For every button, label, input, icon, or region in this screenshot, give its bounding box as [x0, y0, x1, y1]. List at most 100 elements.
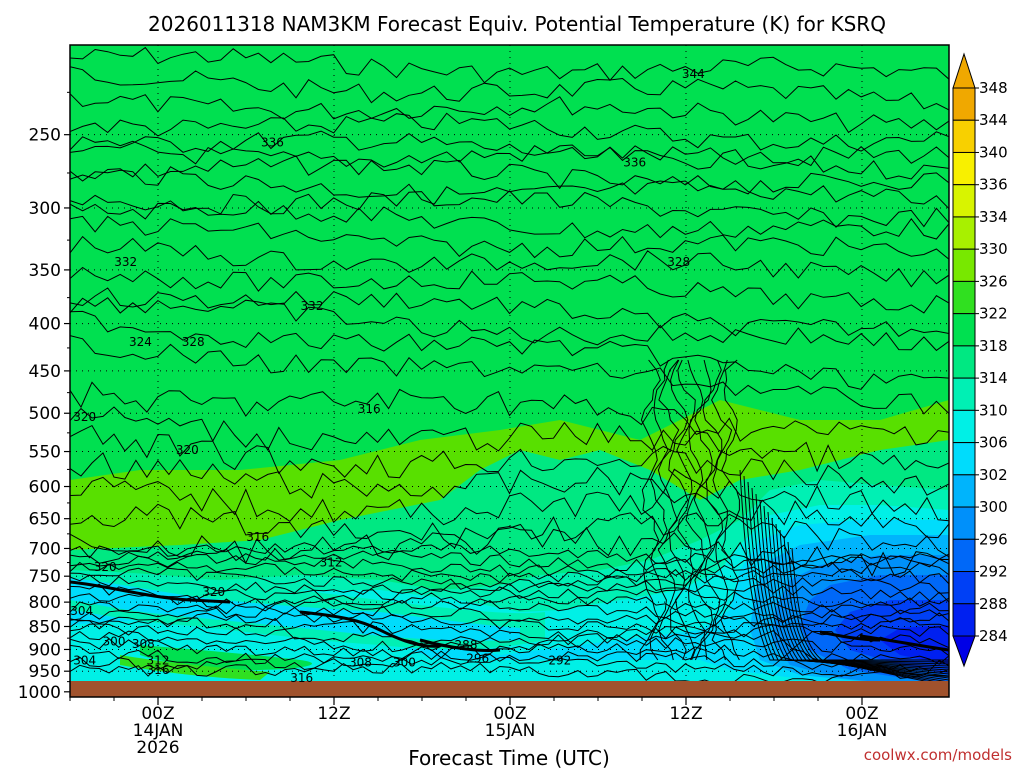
contour-line — [675, 359, 696, 661]
y-tick-label: 1000 — [18, 683, 61, 703]
contour-line — [739, 469, 949, 661]
contour-line — [70, 661, 949, 685]
contour-line — [763, 505, 949, 673]
contour-label: 312 — [147, 653, 170, 667]
contour-label: 344 — [682, 67, 705, 81]
contour-line — [70, 604, 949, 627]
colorbar-swatch — [952, 119, 976, 153]
colorbar-swatch — [952, 538, 976, 573]
colorbar-label: 292 — [979, 563, 1008, 581]
contour-line — [70, 130, 949, 170]
contour-label: 332 — [301, 299, 324, 313]
x-axis-label: Forecast Time (UTC) — [408, 746, 610, 768]
contour-label: 308 — [349, 656, 372, 670]
contour-label: 316 — [147, 663, 170, 677]
y-tick-label: 750 — [29, 567, 61, 587]
contour-line — [70, 503, 949, 558]
plot-area: 3363443363363323283323243243283203163203… — [0, 44, 950, 698]
contour-line — [70, 287, 949, 337]
contour-line — [70, 580, 231, 604]
contour-label: 300 — [103, 634, 126, 648]
x-tick-label: 00Z — [141, 704, 174, 724]
colorbar-label: 336 — [979, 176, 1008, 194]
contour-label: 304 — [70, 604, 93, 618]
contour-line — [767, 511, 949, 675]
contour-line — [819, 630, 881, 642]
contour-labels: 3363443363363323283323243243283203163203… — [0, 67, 705, 685]
colorbar-swatch — [952, 474, 976, 508]
x-tick-label: 00Z — [493, 704, 526, 724]
contour-lines — [70, 46, 949, 687]
contour-line — [859, 634, 949, 652]
colorbar-label: 306 — [979, 434, 1008, 452]
contour-line — [783, 535, 949, 683]
contour-label: 320 — [0, 658, 2, 672]
contour-line — [70, 200, 949, 240]
chart-title: 2026011318 NAM3KM Forecast Equiv. Potent… — [148, 12, 886, 36]
contour-line — [711, 359, 733, 661]
colorbar-swatch — [952, 603, 976, 637]
colorbar-label: 288 — [979, 595, 1008, 613]
colorbar-label: 310 — [979, 401, 1008, 419]
contour-line — [755, 493, 949, 669]
contour-label: 308 — [0, 594, 15, 608]
contour-label: 332 — [114, 255, 137, 269]
contour-label: 316 — [246, 530, 269, 544]
colorbar-label: 284 — [979, 627, 1008, 645]
contour-label: 328 — [667, 255, 690, 269]
y-tick-label: 850 — [29, 617, 61, 637]
contour-line — [70, 452, 949, 522]
x-tick-label: 16JAN — [837, 721, 888, 741]
field-band — [70, 578, 520, 641]
contour-label: 292 — [548, 653, 571, 667]
colorbar-label: 318 — [979, 337, 1008, 355]
contour-line — [70, 638, 949, 665]
y-tick-label: 500 — [29, 404, 61, 424]
field-band — [120, 655, 270, 680]
contour-line — [70, 46, 949, 84]
contour-label: 328 — [182, 335, 205, 349]
y-tick-label: 250 — [29, 126, 61, 146]
contour-line — [70, 574, 949, 603]
credit-text: coolwx.com/models — [864, 746, 1012, 764]
x-tick-label: 00Z — [845, 704, 878, 724]
colorbar-swatch — [952, 216, 976, 250]
colorbar-label: 330 — [979, 240, 1008, 258]
contour-label: 336 — [623, 156, 646, 170]
colorbar-bottom-arrow — [952, 635, 976, 668]
colorbar-swatch — [952, 442, 976, 476]
colorbar-top-arrow — [952, 52, 976, 89]
contour-line — [70, 166, 949, 210]
colorbar-swatch — [952, 506, 976, 540]
contour-line — [787, 541, 949, 685]
contour-line — [70, 66, 949, 111]
contour-label: 320 — [202, 585, 225, 599]
colorbar-swatch — [952, 377, 976, 411]
contour-line — [70, 381, 949, 446]
contour-line — [70, 424, 949, 496]
contour-line — [639, 359, 661, 661]
y-axis: 250 300 350 400 450 500 550 600 650 700 750 800 850 9… — [18, 91, 70, 703]
contour-line — [759, 499, 949, 671]
colorbar-label: 302 — [979, 466, 1008, 484]
contour-label: 320 — [94, 560, 117, 574]
contour-line — [668, 359, 689, 661]
colorbar-swatch — [952, 571, 976, 605]
colorbar-swatch — [952, 280, 976, 315]
colorbar-swatch — [952, 184, 976, 218]
colorbar-swatch — [952, 345, 976, 379]
x-tick-label: 12Z — [669, 704, 702, 724]
contour-label: 316 — [290, 671, 313, 685]
y-tick-label: 350 — [29, 261, 61, 281]
contour-line — [70, 406, 949, 473]
y-tick-label: 600 — [29, 478, 61, 498]
contour-label: 300 — [393, 656, 416, 670]
x-tick-label: 14JAN — [133, 721, 184, 741]
y-tick-label: 450 — [29, 362, 61, 382]
colorbar-swatch — [952, 151, 976, 186]
contour-line — [720, 359, 740, 661]
contour-label: 320 — [73, 410, 96, 424]
